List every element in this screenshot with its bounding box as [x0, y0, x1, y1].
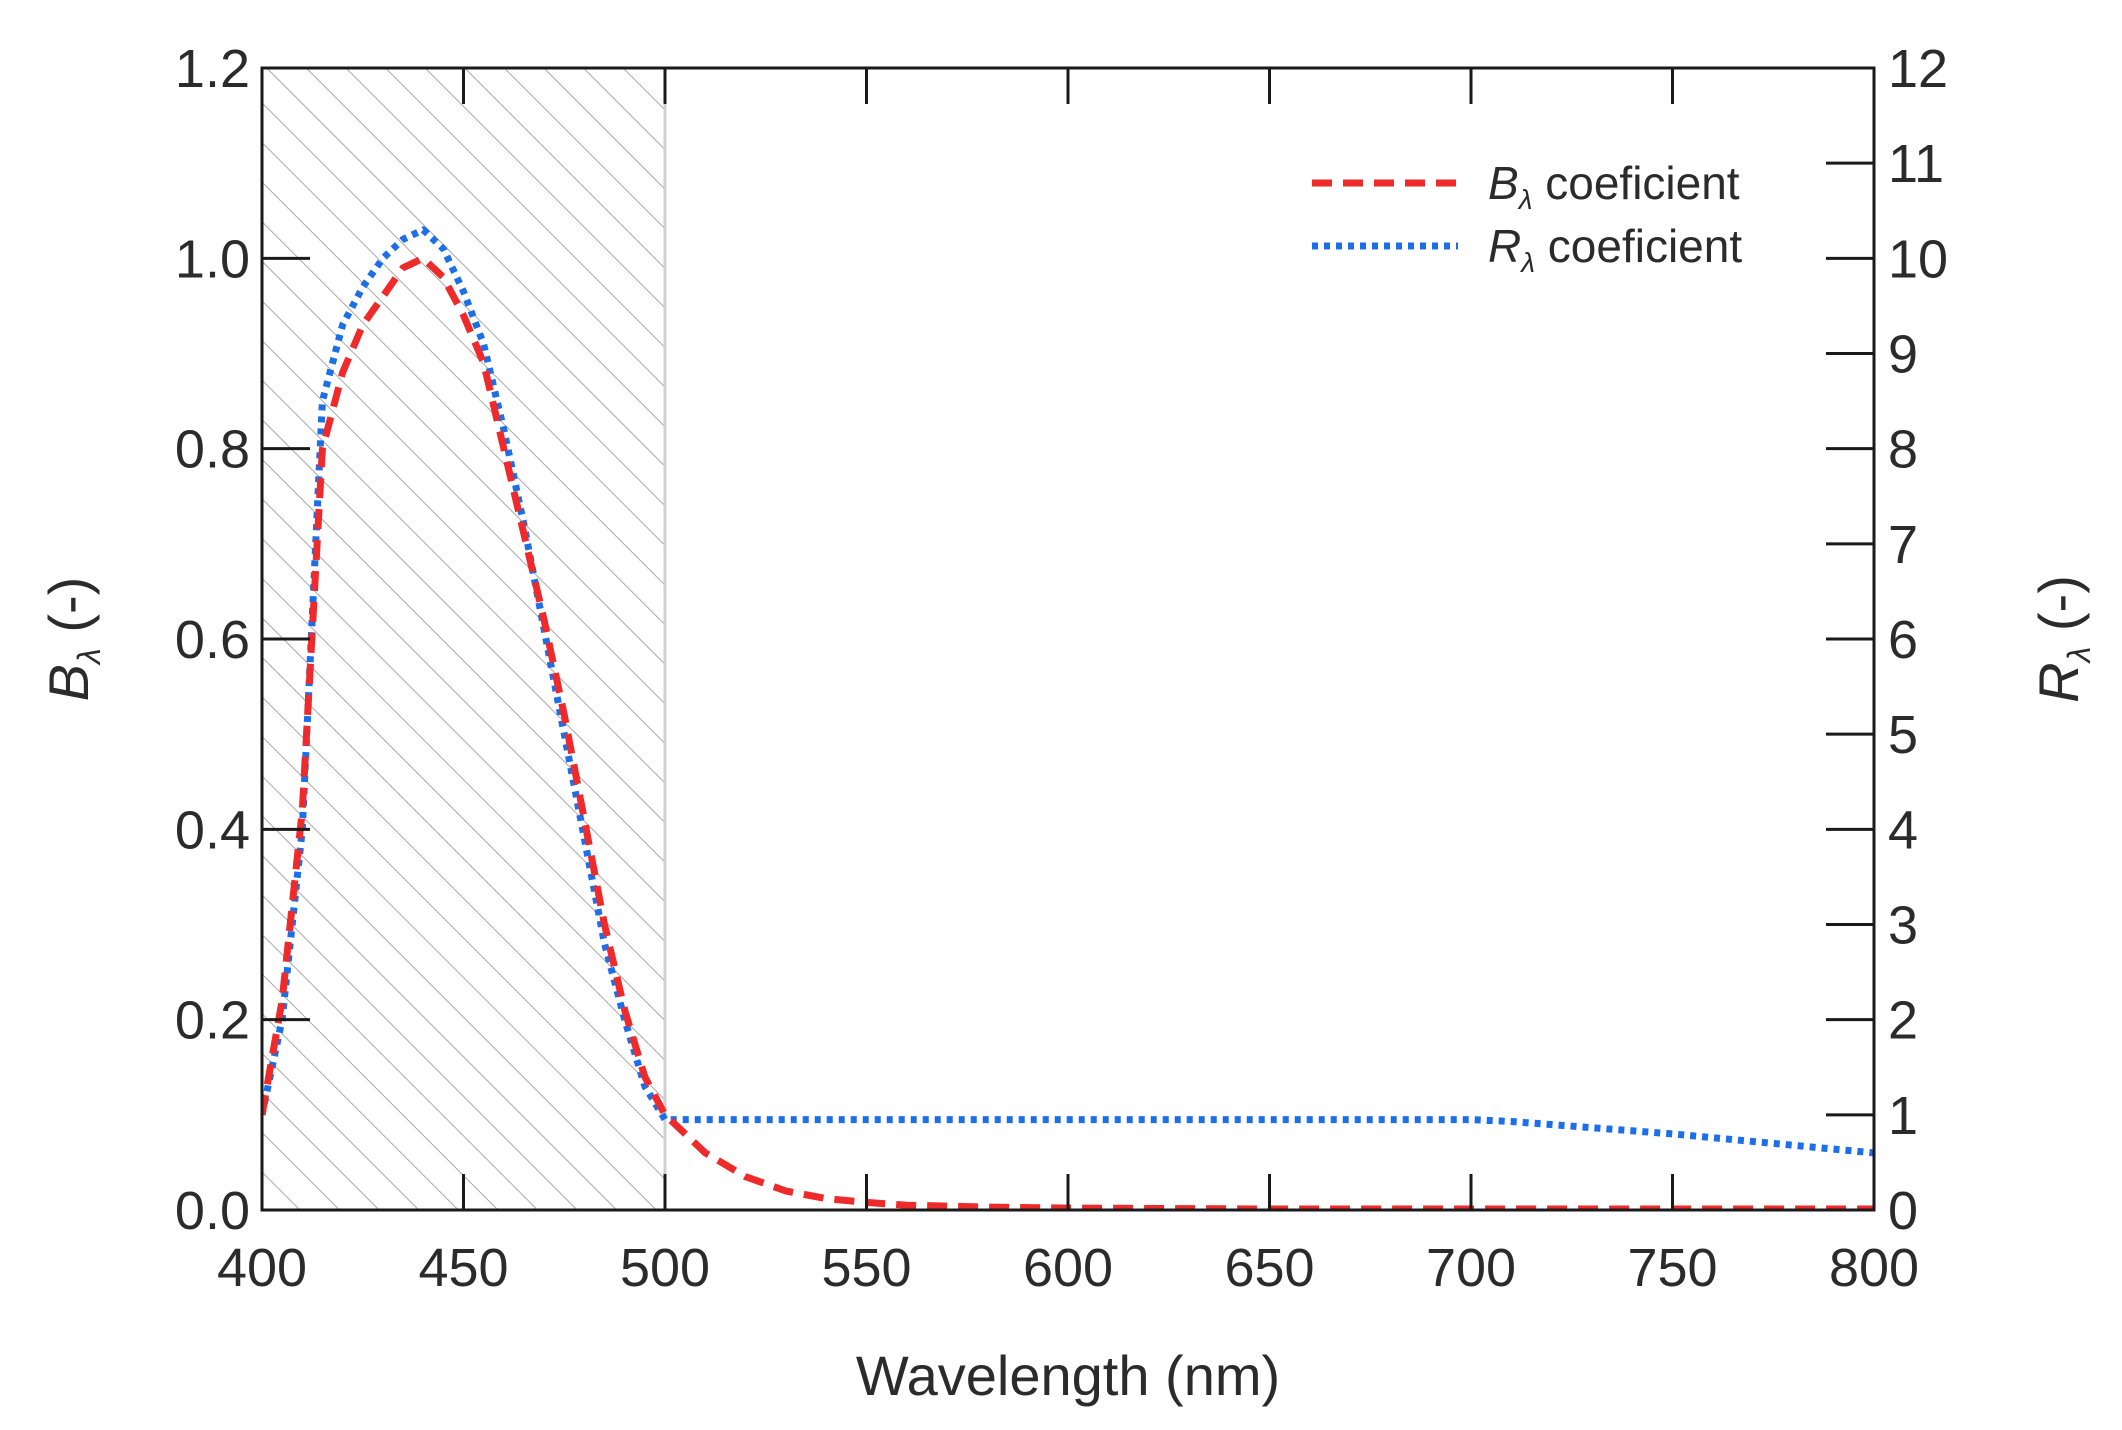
y-right-tick-label: 11 [1888, 134, 1944, 194]
legend-label-b-subscript: λ [1517, 184, 1533, 215]
y-axis-right-subscript: λ [2061, 647, 2097, 665]
x-axis: 400 450 500 550 600 650 700 750 800 [217, 68, 1919, 1298]
legend-label-b-rest: coeficient [1532, 157, 1739, 209]
y-left-tick-label: 0.2 [175, 991, 250, 1051]
y-right-tick-label: 6 [1888, 610, 1918, 670]
y-right-tick-label: 9 [1888, 325, 1918, 385]
x-tick-label: 550 [821, 1238, 911, 1298]
x-tick-label: 500 [620, 1238, 710, 1298]
legend-label-b: Bλ coeficient [1488, 157, 1740, 215]
legend-label-r: Rλ coeficient [1488, 220, 1742, 278]
y-right-tick-label: 0 [1888, 1181, 1918, 1241]
x-tick-label: 650 [1224, 1238, 1314, 1298]
x-tick-label: 600 [1023, 1238, 1113, 1298]
x-tick-label: 400 [217, 1238, 307, 1298]
y-right-tick-label: 1 [1888, 1086, 1918, 1146]
y-left-tick-label: 1.2 [175, 39, 250, 99]
y-right-tick-label: 12 [1888, 39, 1948, 99]
legend-label-b-symbol: B [1488, 157, 1519, 209]
legend-label-r-symbol: R [1488, 220, 1521, 272]
y-left-tick-label: 0.8 [175, 420, 250, 480]
y-right-tick-label: 10 [1888, 229, 1948, 289]
y-axis-left-title: Bλ (-) [37, 577, 107, 702]
y-right-tick-label: 3 [1888, 896, 1918, 956]
y-left-tick-label: 1.0 [175, 229, 250, 289]
series-layer [262, 226, 1874, 1210]
x-tick-label: 450 [418, 1238, 508, 1298]
series-b-line [262, 254, 1874, 1210]
y-axis-right-title: Rλ (-) [2027, 575, 2097, 703]
y-left-tick-label: 0.6 [175, 610, 250, 670]
x-tick-label: 750 [1627, 1238, 1717, 1298]
legend-label-r-rest: coeficient [1535, 220, 1742, 272]
y-right-tick-label: 8 [1888, 420, 1918, 480]
shaded-region [262, 68, 665, 1210]
y-axis-left-unit: (-) [37, 577, 100, 649]
y-axis-right-unit: (-) [2027, 575, 2090, 647]
y-axis-left-subscript: λ [71, 648, 107, 666]
y-left-tick-label: 0.0 [175, 1181, 250, 1241]
x-tick-label: 700 [1426, 1238, 1516, 1298]
series-r-line [262, 226, 1874, 1157]
legend: Bλ coeficient Rλ coeficient [1312, 157, 1742, 278]
x-tick-label: 800 [1829, 1238, 1919, 1298]
x-axis-title: Wavelength (nm) [856, 1344, 1280, 1407]
y-axis-left-symbol: B [37, 664, 100, 701]
y-axis-right-symbol: R [2027, 662, 2090, 702]
y-right-tick-label: 4 [1888, 800, 1918, 860]
y-right-tick-label: 5 [1888, 705, 1918, 765]
y-right-tick-label: 2 [1888, 991, 1918, 1051]
y-left-tick-label: 0.4 [175, 800, 250, 860]
y-right-tick-label: 7 [1888, 515, 1918, 575]
y-axis-left: 0.0 0.2 0.4 0.6 0.8 1.0 1.2 [175, 39, 310, 1241]
legend-label-r-subscript: λ [1519, 247, 1535, 278]
